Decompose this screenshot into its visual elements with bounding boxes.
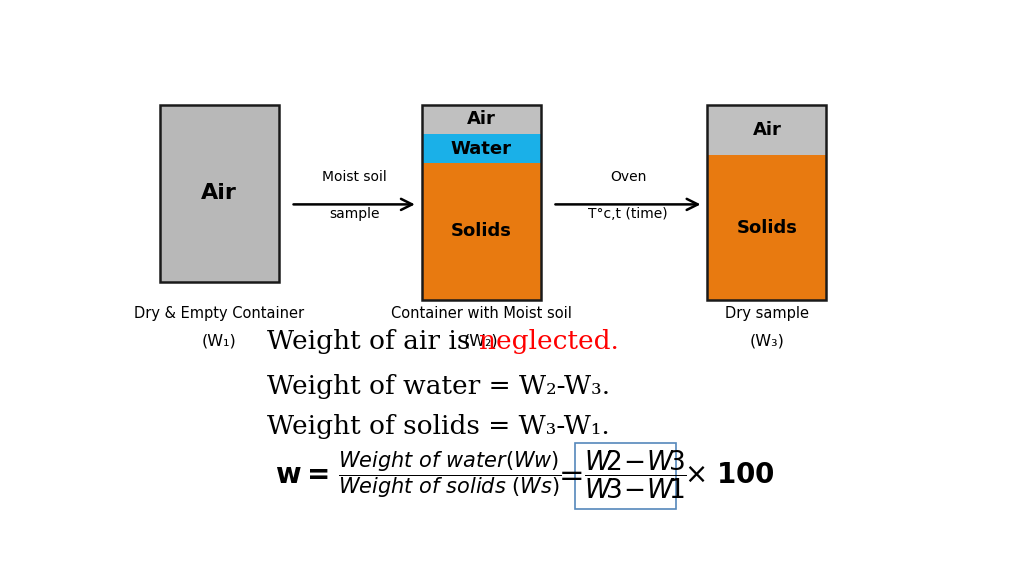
Bar (708, 156, 826, 300)
Text: Container with Moist soil: Container with Moist soil (391, 306, 571, 321)
Text: sample: sample (329, 207, 380, 221)
Bar (422, 105, 541, 300)
Bar (708, 105, 826, 156)
Text: $\dfrac{\mathit{W\!2\!-\!W\!3}}{\mathit{W\!3\!-\!W\!1}}$: $\dfrac{\mathit{W\!2\!-\!W\!3}}{\mathit{… (585, 449, 687, 501)
Text: Air: Air (202, 183, 238, 203)
Text: Oven: Oven (609, 170, 646, 184)
Text: Solids: Solids (451, 222, 512, 240)
Text: (W₂): (W₂) (464, 333, 499, 348)
Bar (160, 105, 279, 282)
Text: $\mathbf{w=}$: $\mathbf{w=}$ (274, 461, 329, 489)
Text: Moist soil: Moist soil (322, 170, 386, 184)
Text: Dry sample: Dry sample (725, 306, 809, 321)
Bar (422, 163, 541, 300)
Text: T°c,t (time): T°c,t (time) (588, 207, 668, 221)
Text: $\times\ \mathbf{100}$: $\times\ \mathbf{100}$ (684, 461, 774, 489)
Text: (W₃): (W₃) (750, 333, 784, 348)
Bar (422, 134, 541, 163)
Text: $\dfrac{\mathit{Weight\ of\ water(Ww)}}{\mathit{Weight\ of\ solids\ (Ws)}}$: $\dfrac{\mathit{Weight\ of\ water(Ww)}}{… (338, 450, 562, 500)
Bar (422, 105, 541, 134)
Bar (708, 105, 826, 300)
Text: neglected.: neglected. (478, 329, 618, 354)
Text: Air: Air (467, 110, 496, 128)
Text: $=$: $=$ (553, 460, 583, 490)
Text: Weight of air is: Weight of air is (267, 329, 478, 354)
Text: (W₁): (W₁) (202, 333, 237, 348)
Text: Dry & Empty Container: Dry & Empty Container (134, 306, 304, 321)
Text: Weight of water = W₂-W₃.: Weight of water = W₂-W₃. (267, 374, 610, 399)
Text: Solids: Solids (736, 218, 798, 237)
Text: Water: Water (451, 139, 512, 157)
Text: Air: Air (753, 121, 781, 139)
Text: Weight of solids = W₃-W₁.: Weight of solids = W₃-W₁. (267, 414, 609, 439)
